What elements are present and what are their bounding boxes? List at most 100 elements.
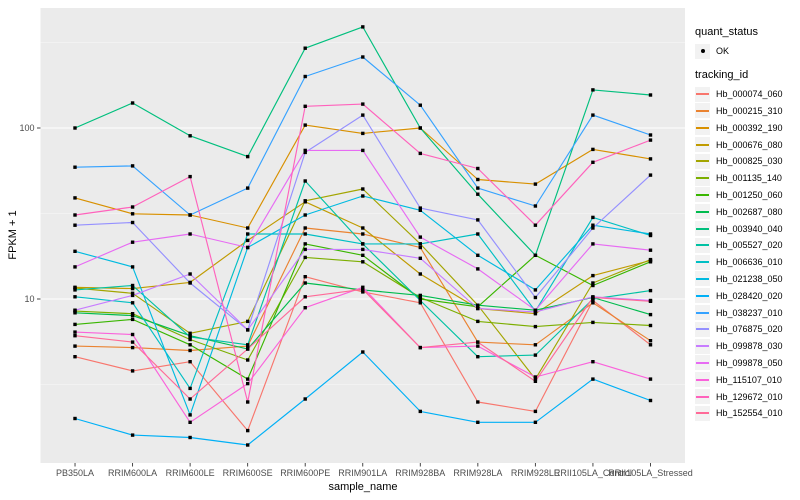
data-point bbox=[476, 355, 480, 359]
data-point bbox=[188, 174, 192, 179]
legend-label: Hb_000825_030 bbox=[716, 156, 783, 167]
data-point bbox=[361, 148, 365, 153]
y-tick-label: 100 bbox=[19, 123, 34, 133]
legend-key-Hb_152554_010 bbox=[695, 405, 710, 421]
data-point bbox=[73, 165, 77, 169]
data-point bbox=[130, 345, 135, 350]
data-point bbox=[130, 286, 135, 291]
data-point bbox=[246, 245, 250, 250]
legend-label: Hb_028420_020 bbox=[716, 290, 783, 301]
legend-label: Hb_000676_080 bbox=[716, 139, 783, 150]
legend-key-Hb_021238_050 bbox=[695, 271, 710, 287]
legend-key-Hb_115107_010 bbox=[695, 372, 710, 388]
data-point bbox=[188, 213, 192, 217]
data-point bbox=[130, 332, 135, 337]
legend-label: Hb_001250_060 bbox=[716, 189, 783, 200]
legend-item-Hb_001135_140: Hb_001135_140 bbox=[695, 170, 799, 187]
data-point bbox=[591, 226, 595, 230]
legend-item-Hb_099878_030: Hb_099878_030 bbox=[695, 338, 799, 355]
legend-item-Hb_038237_010: Hb_038237_010 bbox=[695, 304, 799, 321]
legend-key-Hb_001250_060 bbox=[695, 187, 710, 203]
data-point bbox=[130, 220, 135, 225]
legend-label: Hb_000074_060 bbox=[716, 89, 783, 100]
x-tick-label: RRIM600SE bbox=[223, 468, 273, 478]
data-point bbox=[73, 416, 77, 421]
data-point bbox=[246, 186, 250, 190]
data-point bbox=[303, 104, 307, 108]
data-point bbox=[130, 291, 135, 295]
data-point bbox=[130, 433, 135, 437]
legend-key-Hb_076875_020 bbox=[695, 321, 710, 337]
data-point bbox=[188, 435, 192, 440]
data-point bbox=[533, 288, 538, 292]
data-point bbox=[130, 301, 135, 305]
legend-label: Hb_006636_010 bbox=[716, 257, 783, 268]
legend-key-Hb_000215_310 bbox=[695, 103, 710, 119]
legend-line-swatch bbox=[696, 193, 709, 196]
data-point bbox=[533, 310, 538, 314]
data-point bbox=[188, 397, 192, 401]
legend-item-Hb_076875_020: Hb_076875_020 bbox=[695, 321, 799, 338]
legend-label: Hb_038237_010 bbox=[716, 307, 783, 318]
data-point bbox=[246, 328, 250, 332]
data-point bbox=[188, 360, 192, 364]
legend-key-Hb_000676_080 bbox=[695, 137, 710, 153]
legend-line-swatch bbox=[696, 294, 709, 297]
legend-key-Hb_028420_020 bbox=[695, 288, 710, 304]
data-point bbox=[188, 281, 192, 285]
data-point bbox=[648, 398, 653, 403]
data-point bbox=[533, 409, 538, 414]
data-point bbox=[361, 287, 365, 291]
legend-line-swatch bbox=[696, 328, 709, 331]
data-point bbox=[130, 101, 135, 105]
data-point bbox=[591, 147, 595, 152]
data-point bbox=[361, 25, 365, 29]
data-point bbox=[591, 242, 595, 246]
x-tick-label: RRII105LA_Control bbox=[554, 468, 632, 478]
data-point bbox=[188, 413, 192, 417]
y-axis-title: FPKM + 1 bbox=[7, 210, 19, 260]
data-point bbox=[130, 317, 135, 322]
legend-item-Hb_152554_010: Hb_152554_010 bbox=[695, 405, 799, 422]
data-point bbox=[418, 103, 422, 107]
data-point bbox=[476, 166, 480, 171]
legend-item-Hb_000074_060: Hb_000074_060 bbox=[695, 86, 799, 103]
data-point bbox=[591, 301, 595, 305]
legend-item-Hb_000825_030: Hb_000825_030 bbox=[695, 153, 799, 170]
data-points bbox=[73, 25, 653, 447]
data-point bbox=[73, 265, 77, 269]
data-point bbox=[648, 133, 653, 137]
y-axis: 10 100 bbox=[19, 123, 41, 304]
legend-key-Hb_002687_080 bbox=[695, 204, 710, 220]
x-axis-title: sample_name bbox=[328, 481, 398, 493]
data-point bbox=[73, 311, 77, 315]
data-point bbox=[361, 290, 365, 294]
legend-label: Hb_129672_010 bbox=[716, 391, 783, 402]
legend-label: Hb_001135_140 bbox=[716, 173, 782, 184]
data-point bbox=[188, 348, 192, 353]
legend-label: Hb_005527_020 bbox=[716, 240, 783, 251]
legend-line-swatch bbox=[696, 143, 709, 146]
data-point bbox=[246, 428, 250, 433]
data-point bbox=[73, 196, 77, 200]
data-point bbox=[476, 253, 480, 257]
data-point bbox=[591, 273, 595, 278]
data-point bbox=[648, 343, 653, 347]
legend-line-swatch bbox=[696, 244, 709, 247]
data-point bbox=[648, 248, 653, 252]
data-point bbox=[130, 212, 135, 216]
data-point bbox=[361, 226, 365, 230]
legend-line-swatch bbox=[696, 345, 709, 348]
data-point bbox=[361, 55, 365, 59]
data-point bbox=[303, 295, 307, 299]
data-point bbox=[648, 157, 653, 161]
data-point bbox=[418, 126, 422, 130]
data-point bbox=[418, 293, 422, 298]
data-point bbox=[476, 319, 480, 324]
data-point bbox=[533, 353, 538, 357]
legend-key-Hb_006636_010 bbox=[695, 254, 710, 270]
legend-key-Hb_000392_190 bbox=[695, 120, 710, 136]
data-point bbox=[476, 177, 480, 182]
